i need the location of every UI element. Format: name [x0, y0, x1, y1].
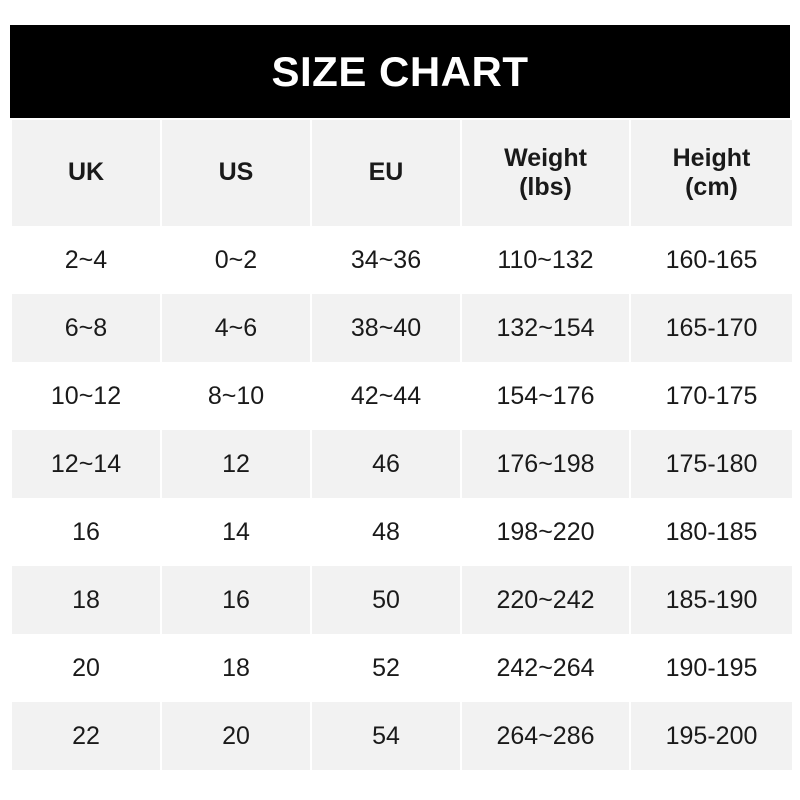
table-body: 2~4 0~2 34~36 110~132 160-165 6~8 4~6 38~40 132~…	[12, 226, 792, 770]
table-row: 10~12 8~10 42~44 154~176 170-175	[12, 362, 792, 430]
title-banner: SIZE CHART	[10, 25, 790, 118]
column-header-weight: Weight (lbs)	[462, 120, 629, 226]
cell-us: 14	[162, 498, 310, 566]
table-row: 12~14 12 46 176~198 175-180	[12, 430, 792, 498]
column-header-label: UK	[67, 158, 105, 187]
cell-height: 170-175	[631, 362, 792, 430]
cell-eu: 52	[312, 634, 460, 702]
cell-weight: 242~264	[462, 634, 629, 702]
cell-eu: 34~36	[312, 226, 460, 294]
cell-weight: 198~220	[462, 498, 629, 566]
table-row: 6~8 4~6 38~40 132~154 165-170	[12, 294, 792, 362]
table-row: 16 14 48 198~220 180-185	[12, 498, 792, 566]
table-row: 2~4 0~2 34~36 110~132 160-165	[12, 226, 792, 294]
column-header-us: US	[162, 120, 310, 226]
cell-us: 16	[162, 566, 310, 634]
cell-height: 190-195	[631, 634, 792, 702]
cell-uk: 20	[12, 634, 160, 702]
cell-uk: 16	[12, 498, 160, 566]
column-header-unit: (cm)	[685, 173, 738, 201]
cell-weight: 176~198	[462, 430, 629, 498]
cell-weight: 220~242	[462, 566, 629, 634]
cell-us: 0~2	[162, 226, 310, 294]
cell-weight: 154~176	[462, 362, 629, 430]
cell-weight: 264~286	[462, 702, 629, 770]
cell-eu: 42~44	[312, 362, 460, 430]
cell-eu: 38~40	[312, 294, 460, 362]
cell-us: 4~6	[162, 294, 310, 362]
table-header-row: UK US EU Weight (lbs) Height (cm)	[12, 120, 792, 226]
cell-uk: 6~8	[12, 294, 160, 362]
table-row: 22 20 54 264~286 195-200	[12, 702, 792, 770]
cell-weight: 110~132	[462, 226, 629, 294]
cell-eu: 48	[312, 498, 460, 566]
column-header-label: US	[218, 158, 254, 187]
cell-us: 18	[162, 634, 310, 702]
size-chart-container: SIZE CHART UK US EU Weight (lbs) Height (cm) 2…	[10, 25, 792, 770]
cell-height: 175-180	[631, 430, 792, 498]
column-header-label: Height	[672, 143, 751, 172]
cell-us: 8~10	[162, 362, 310, 430]
column-header-uk: UK	[12, 120, 160, 226]
cell-uk: 22	[12, 702, 160, 770]
column-header-label: Weight	[504, 143, 587, 172]
size-chart-table: UK US EU Weight (lbs) Height (cm) 2~4 0~2 34~36 1…	[10, 120, 794, 770]
cell-uk: 18	[12, 566, 160, 634]
cell-height: 185-190	[631, 566, 792, 634]
table-header: UK US EU Weight (lbs) Height (cm)	[12, 120, 792, 226]
cell-uk: 2~4	[12, 226, 160, 294]
cell-uk: 10~12	[12, 362, 160, 430]
cell-height: 195-200	[631, 702, 792, 770]
column-header-label: EU	[368, 158, 404, 187]
cell-uk: 12~14	[12, 430, 160, 498]
cell-eu: 46	[312, 430, 460, 498]
table-row: 20 18 52 242~264 190-195	[12, 634, 792, 702]
cell-weight: 132~154	[462, 294, 629, 362]
cell-us: 12	[162, 430, 310, 498]
column-header-height: Height (cm)	[631, 120, 792, 226]
page-title: SIZE CHART	[271, 47, 529, 95]
cell-height: 180-185	[631, 498, 792, 566]
column-header-unit: (lbs)	[519, 173, 572, 201]
cell-height: 160-165	[631, 226, 792, 294]
cell-eu: 54	[312, 702, 460, 770]
table-row: 18 16 50 220~242 185-190	[12, 566, 792, 634]
cell-us: 20	[162, 702, 310, 770]
column-header-eu: EU	[312, 120, 460, 226]
cell-eu: 50	[312, 566, 460, 634]
cell-height: 165-170	[631, 294, 792, 362]
